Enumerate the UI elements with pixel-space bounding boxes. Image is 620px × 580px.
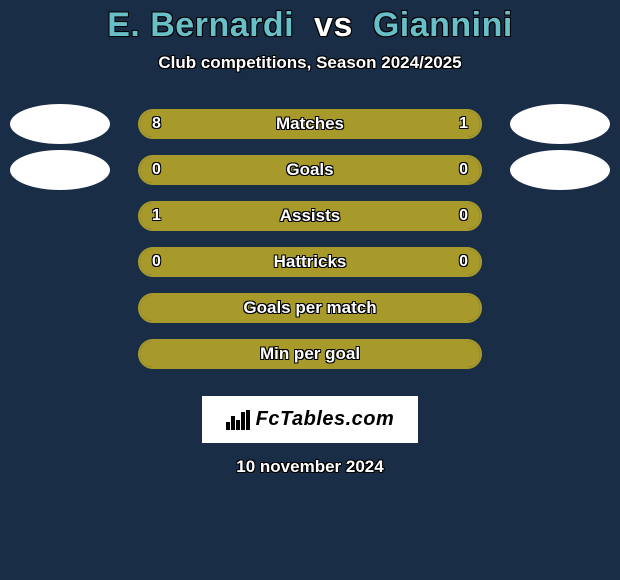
stat-bar-right-seg	[405, 203, 480, 229]
stat-rows: 81Matches 00Goals 10Assists 00Hattricks Goal…	[0, 109, 620, 369]
stat-bar: 81Matches	[138, 109, 482, 139]
stat-bar-left-seg	[140, 157, 480, 183]
stat-row: 81Matches	[0, 109, 620, 139]
stat-bar: 10Assists	[138, 201, 482, 231]
stat-bar-right-seg	[405, 111, 480, 137]
stat-bar: 00Hattricks	[138, 247, 482, 277]
stat-bar: Min per goal	[138, 339, 482, 369]
stat-row: 00Goals	[0, 155, 620, 185]
subtitle: Club competitions, Season 2024/2025	[0, 53, 620, 73]
brand-text: FcTables.com	[256, 408, 395, 431]
stat-bar-left-seg	[140, 203, 405, 229]
title-vs: vs	[314, 6, 353, 44]
footer: FcTables.com 10 november 2024	[0, 396, 620, 477]
player2-badge	[510, 150, 610, 190]
date-text: 10 november 2024	[236, 457, 383, 477]
player2-badge	[510, 104, 610, 144]
player1-badge	[10, 104, 110, 144]
stat-bar-left-seg	[140, 111, 405, 137]
stat-bar-left-seg	[140, 295, 480, 321]
comparison-card: E. Bernardi vs Giannini Club competition…	[0, 0, 620, 580]
player1-name: E. Bernardi	[107, 6, 294, 44]
stat-row: Goals per match	[0, 293, 620, 323]
brand-box: FcTables.com	[202, 396, 419, 443]
stat-bar: Goals per match	[138, 293, 482, 323]
stat-bar-left-seg	[140, 341, 480, 367]
chart-icon	[226, 410, 250, 430]
stat-bar: 00Goals	[138, 155, 482, 185]
stat-bar-left-seg	[140, 249, 480, 275]
stat-row: 10Assists	[0, 201, 620, 231]
stat-row: 00Hattricks	[0, 247, 620, 277]
stat-row: Min per goal	[0, 339, 620, 369]
player1-badge	[10, 150, 110, 190]
player2-name: Giannini	[373, 6, 513, 44]
title: E. Bernardi vs Giannini	[0, 0, 620, 47]
